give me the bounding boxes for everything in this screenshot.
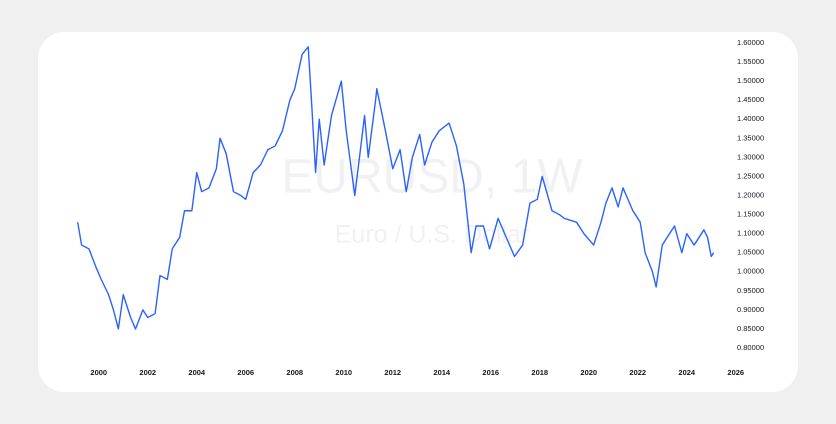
x-tick-label: 2022 <box>629 368 646 377</box>
y-tick-label: 1.10000 <box>737 229 764 238</box>
watermark-subtitle: Euro / U.S. Dollar <box>335 221 530 249</box>
y-tick-label: 0.90000 <box>737 305 764 314</box>
y-tick-label: 1.50000 <box>737 76 764 85</box>
y-tick-label: 0.80000 <box>737 343 764 352</box>
x-tick-label: 2026 <box>727 368 744 377</box>
y-tick-label: 1.35000 <box>737 133 764 142</box>
y-tick-label: 1.40000 <box>737 114 764 123</box>
y-tick-label: 1.05000 <box>737 248 764 257</box>
y-tick-label: 1.45000 <box>737 95 764 104</box>
y-tick-label: 1.00000 <box>737 267 764 276</box>
x-tick-label: 2004 <box>188 368 206 377</box>
x-tick-label: 2014 <box>433 368 451 377</box>
price-line <box>76 46 715 330</box>
x-tick-label: 2024 <box>678 368 696 377</box>
x-tick-label: 2002 <box>139 368 156 377</box>
y-tick-label: 1.15000 <box>737 210 764 219</box>
y-tick-label: 1.25000 <box>737 171 764 180</box>
x-tick-label: 2008 <box>286 368 303 377</box>
x-tick-label: 2012 <box>384 368 401 377</box>
y-tick-label: 1.30000 <box>737 152 764 161</box>
y-tick-label: 0.85000 <box>737 324 764 333</box>
y-tick-label: 1.55000 <box>737 57 764 66</box>
x-tick-label: 2020 <box>580 368 597 377</box>
x-tick-label: 2018 <box>531 368 548 377</box>
watermark-title: EURUSD, 1W <box>281 151 583 204</box>
x-tick-label: 2000 <box>90 368 107 377</box>
x-tick-label: 2016 <box>482 368 499 377</box>
x-tick-label: 2010 <box>335 368 352 377</box>
x-tick-label: 2006 <box>237 368 254 377</box>
y-tick-label: 1.60000 <box>737 38 764 47</box>
y-tick-label: 1.20000 <box>737 190 764 199</box>
chart-card <box>38 32 798 392</box>
y-tick-label: 0.95000 <box>737 286 764 295</box>
